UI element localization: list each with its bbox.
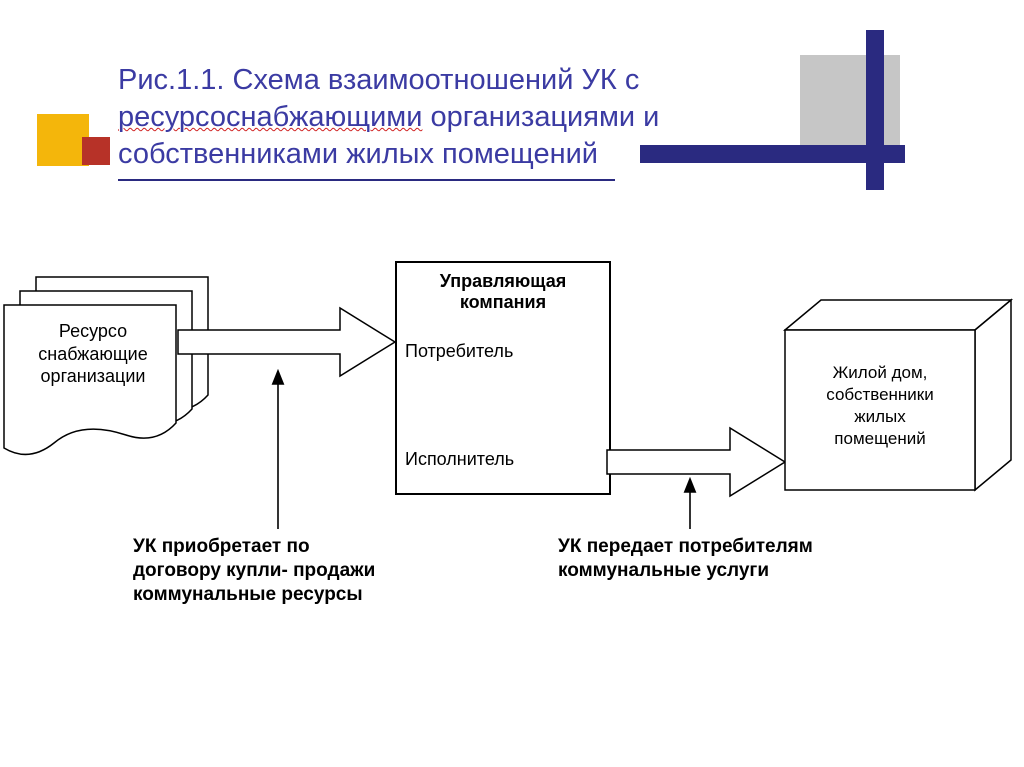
caption-left-3: коммунальные ресурсы	[133, 584, 363, 605]
diagram-stage: Рис.1.1. Схема взаимоотношений УК с ресу…	[0, 0, 1024, 767]
caption-left: УК приобретает по договору купли- продаж…	[133, 535, 433, 606]
caption-right-1: УК передает потребителям	[558, 536, 813, 557]
pointer-arrows	[0, 0, 1024, 767]
caption-right: УК передает потребителям коммунальные ус…	[558, 535, 918, 583]
caption-left-1: УК приобретает по	[133, 536, 310, 557]
caption-right-2: коммунальные услуги	[558, 560, 769, 581]
caption-left-2: договору купли- продажи	[133, 560, 375, 581]
